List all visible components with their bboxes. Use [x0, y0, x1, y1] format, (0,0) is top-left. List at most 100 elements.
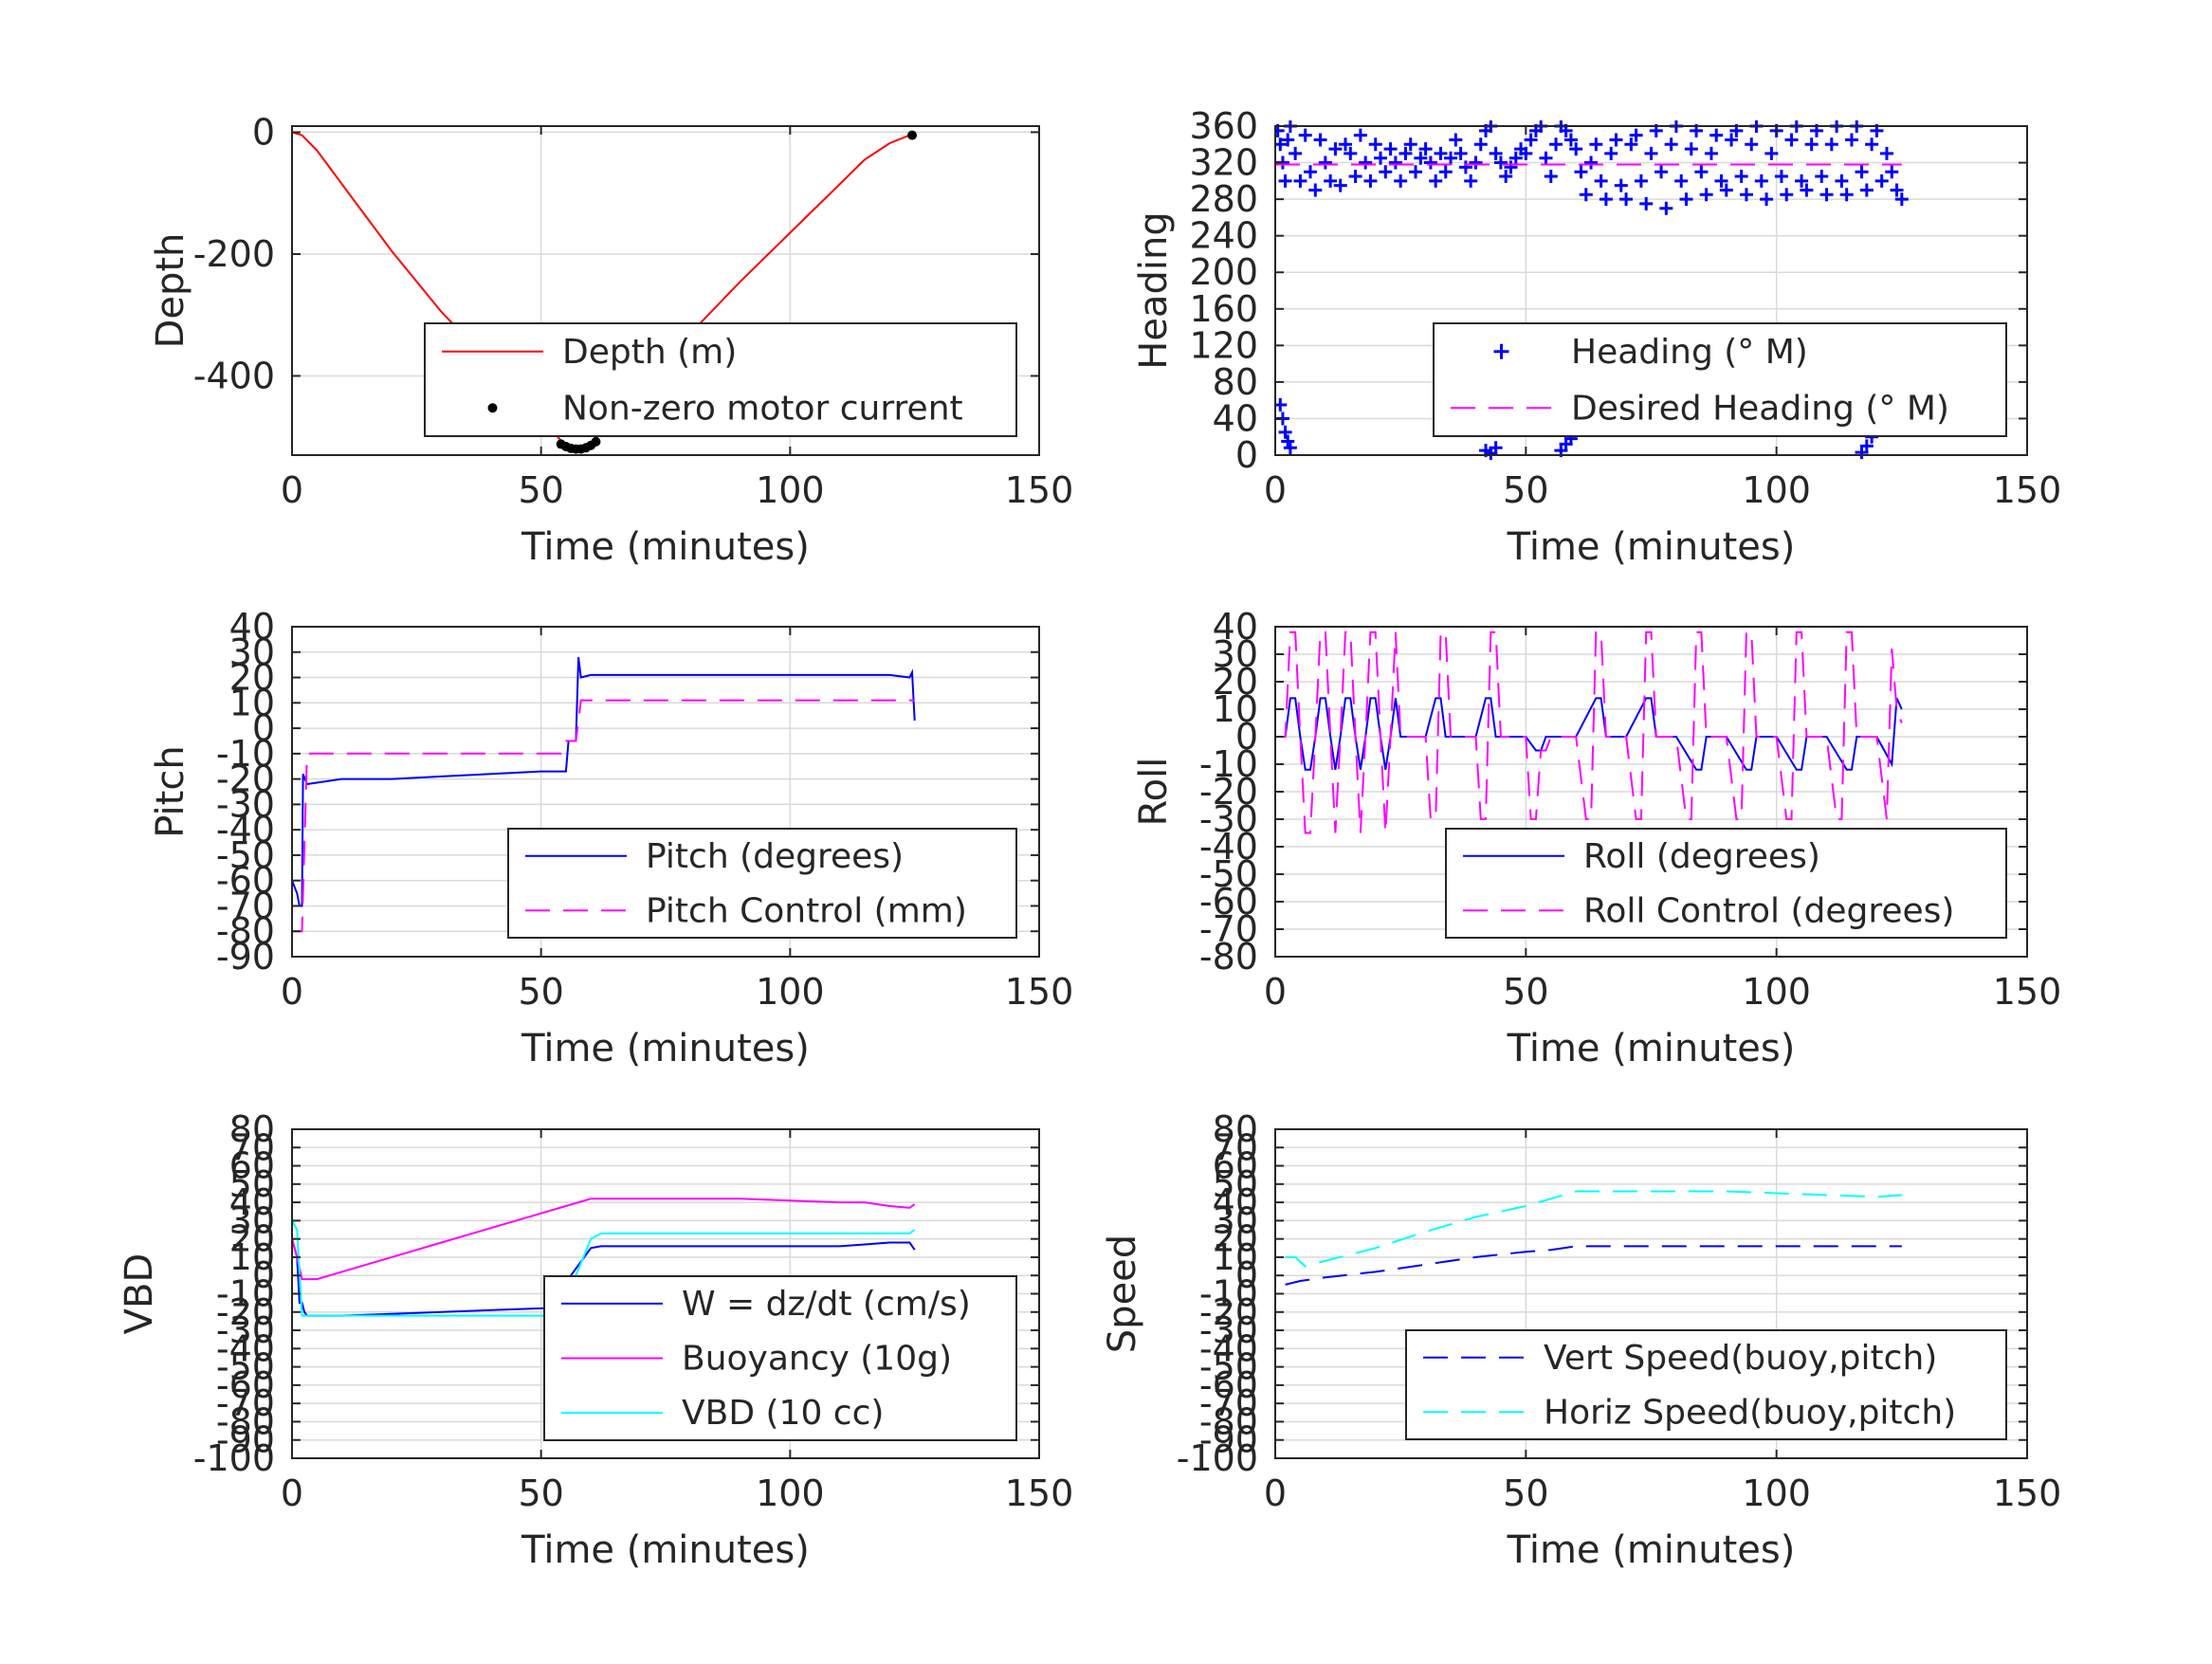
data-point	[1634, 174, 1648, 188]
y-tick-label: 40	[229, 1181, 275, 1223]
legend-swatch	[1493, 343, 1509, 359]
data-point	[1293, 174, 1307, 188]
y-tick-label: -10	[216, 1273, 275, 1315]
y-tick-label: -40	[1199, 826, 1258, 868]
y-tick-label: -90	[216, 1419, 275, 1461]
data-point	[1519, 146, 1533, 160]
legend-label: Roll Control (degrees)	[1583, 891, 1954, 930]
data-point	[1493, 155, 1508, 170]
data-point	[1839, 188, 1854, 202]
y-tick-label: 0	[1235, 1254, 1258, 1296]
data-point	[1344, 146, 1358, 160]
y-tick-label: -40	[1199, 1327, 1258, 1369]
legend: W = dz/dt (cm/s) Buoyancy (10g) VBD (10 cc…	[543, 1275, 1017, 1441]
data-point	[1313, 133, 1327, 147]
y-tick-label: -100	[193, 1437, 275, 1479]
legend-label: Roll (degrees)	[1583, 837, 1820, 876]
data-point	[1368, 137, 1382, 152]
y-tick-label: 30	[1213, 1199, 1258, 1241]
data-point	[1489, 441, 1503, 455]
data-point	[1289, 146, 1303, 160]
data-point	[1473, 137, 1488, 152]
data-point	[1885, 165, 1899, 179]
y-tick-label: -60	[1199, 1364, 1258, 1406]
data-point	[1804, 137, 1819, 152]
legend-label: Desired Heading (° M)	[1571, 389, 1949, 428]
y-tick-label: -10	[1199, 1273, 1258, 1315]
data-point	[1444, 151, 1458, 165]
data-point	[1874, 174, 1889, 188]
y-tick-label: -20	[216, 759, 275, 800]
legend-box	[1433, 322, 2007, 437]
legend: Roll (degrees) Roll Control (degrees)	[1445, 828, 2007, 939]
y-tick-label: 40	[1213, 397, 1258, 439]
x-tick-label: 100	[1742, 1472, 1811, 1514]
data-point	[1278, 174, 1292, 188]
y-tick-label: -50	[1199, 853, 1258, 895]
y-tick-label: 60	[1213, 1145, 1258, 1187]
data-point	[1734, 170, 1748, 184]
x-tick-label: 100	[1742, 469, 1811, 511]
data-point	[1629, 128, 1643, 142]
data-point	[1754, 174, 1768, 188]
series-group	[292, 130, 918, 454]
data-point	[1624, 137, 1638, 152]
y-tick-label: -30	[1199, 798, 1258, 840]
y-tick-label: 0	[252, 707, 275, 749]
y-axis-label: Speed	[1101, 1234, 1144, 1353]
y-tick-label: 20	[229, 657, 275, 699]
y-tick-label: 50	[1213, 1163, 1258, 1205]
data-point	[1589, 137, 1603, 152]
y-tick-label: 80	[1213, 1108, 1258, 1150]
legend-label: Vert Speed(buoy,pitch)	[1544, 1339, 1937, 1378]
data-point	[1544, 170, 1558, 184]
y-tick-label: 0	[1235, 716, 1258, 758]
series-speed-1-line	[1285, 1190, 1902, 1268]
legend-box	[507, 828, 1017, 939]
legend-label: Depth (m)	[562, 333, 737, 372]
legend-box	[1405, 1329, 2007, 1440]
data-point	[1418, 142, 1433, 156]
x-axis-label: Time (minutes)	[1507, 1528, 1796, 1572]
data-point	[1363, 174, 1378, 188]
chart-speed: 0 50 100 150-100-90-80-70-60-50-40-30-20-10…	[1101, 1108, 2061, 1572]
x-tick-label: 0	[1264, 971, 1287, 1013]
legend-label: Pitch (degrees)	[646, 837, 904, 876]
axes-box	[1274, 125, 2028, 456]
data-point	[1394, 174, 1408, 188]
x-tick-label: 50	[1503, 971, 1548, 1013]
data-point	[1409, 165, 1423, 179]
data-point	[1714, 174, 1728, 188]
y-tick-label: 240	[1189, 215, 1258, 257]
y-tick-label: 0	[252, 1254, 275, 1296]
chart-pitch: 0 50 100 150-90-80-70-60-50-40-30-20-100102…	[149, 606, 1073, 1070]
y-tick-label: -70	[1199, 1382, 1258, 1424]
legend-label: Pitch Control (mm)	[646, 891, 967, 930]
data-point	[1835, 174, 1849, 188]
y-axis-label: VBD	[118, 1253, 161, 1335]
data-point	[1281, 133, 1295, 147]
y-tick-label: 30	[1213, 633, 1258, 675]
y-tick-label: 10	[229, 1236, 275, 1278]
data-point	[1644, 146, 1658, 160]
data-point	[1709, 128, 1724, 142]
series-pitch-1-line	[292, 699, 915, 933]
data-point	[1859, 439, 1874, 453]
data-point	[1324, 174, 1338, 188]
data-point	[1298, 128, 1312, 142]
y-tick-label: -80	[216, 1400, 275, 1442]
data-point	[1304, 165, 1318, 179]
y-tick-label: 80	[1213, 361, 1258, 403]
data-point	[1604, 146, 1618, 160]
y-tick-label: 20	[1213, 1218, 1258, 1260]
data-point	[1684, 142, 1698, 156]
y-tick-label: -90	[216, 936, 275, 978]
data-point	[1524, 133, 1538, 147]
axes-box	[291, 125, 1040, 456]
axes-box	[291, 626, 1040, 958]
y-axis-label: Roll	[1132, 758, 1176, 827]
y-tick-label: -30	[216, 1309, 275, 1351]
data-point	[1489, 146, 1503, 160]
data-point	[591, 436, 601, 447]
